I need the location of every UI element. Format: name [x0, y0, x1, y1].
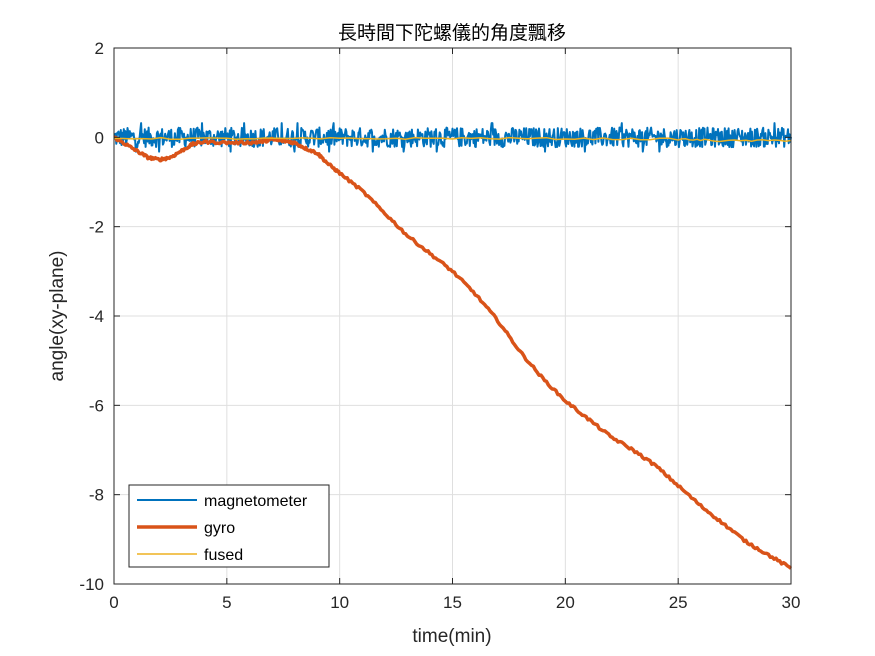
series-layer — [113, 122, 793, 570]
chart-title: 長時間下陀螺儀的角度飄移 — [338, 22, 566, 44]
series-line-fused — [113, 136, 792, 143]
y-tick-label: -6 — [89, 396, 104, 415]
y-tick-label: -4 — [89, 307, 104, 326]
y-tick-label: -2 — [89, 218, 104, 237]
y-tick-label: -10 — [79, 575, 104, 594]
x-tick-label: 0 — [109, 593, 118, 612]
legend-label-gyro: gyro — [204, 520, 235, 537]
legend: magnetometer gyro fused — [128, 484, 330, 568]
ticks: 0 5 10 15 20 25 30 -10 -8 -6 -4 -2 0 2 — [79, 39, 800, 612]
x-axis-label: time(min) — [412, 626, 491, 647]
y-tick-label: 0 — [95, 128, 104, 147]
y-tick-label: -8 — [89, 486, 104, 505]
x-tick-label: 15 — [443, 593, 462, 612]
series-line-magnetometer — [113, 122, 792, 153]
legend-label-magnetometer: magnetometer — [204, 493, 308, 510]
y-axis-label: angle(xy-plane) — [47, 251, 68, 382]
y-tick-label: 2 — [95, 39, 104, 58]
x-tick-label: 25 — [669, 593, 688, 612]
series-line-gyro — [113, 135, 793, 570]
x-tick-label: 20 — [556, 593, 575, 612]
x-tick-label: 5 — [222, 593, 231, 612]
x-tick-label: 10 — [330, 593, 349, 612]
x-tick-label: 30 — [782, 593, 801, 612]
legend-label-fused: fused — [204, 547, 243, 564]
